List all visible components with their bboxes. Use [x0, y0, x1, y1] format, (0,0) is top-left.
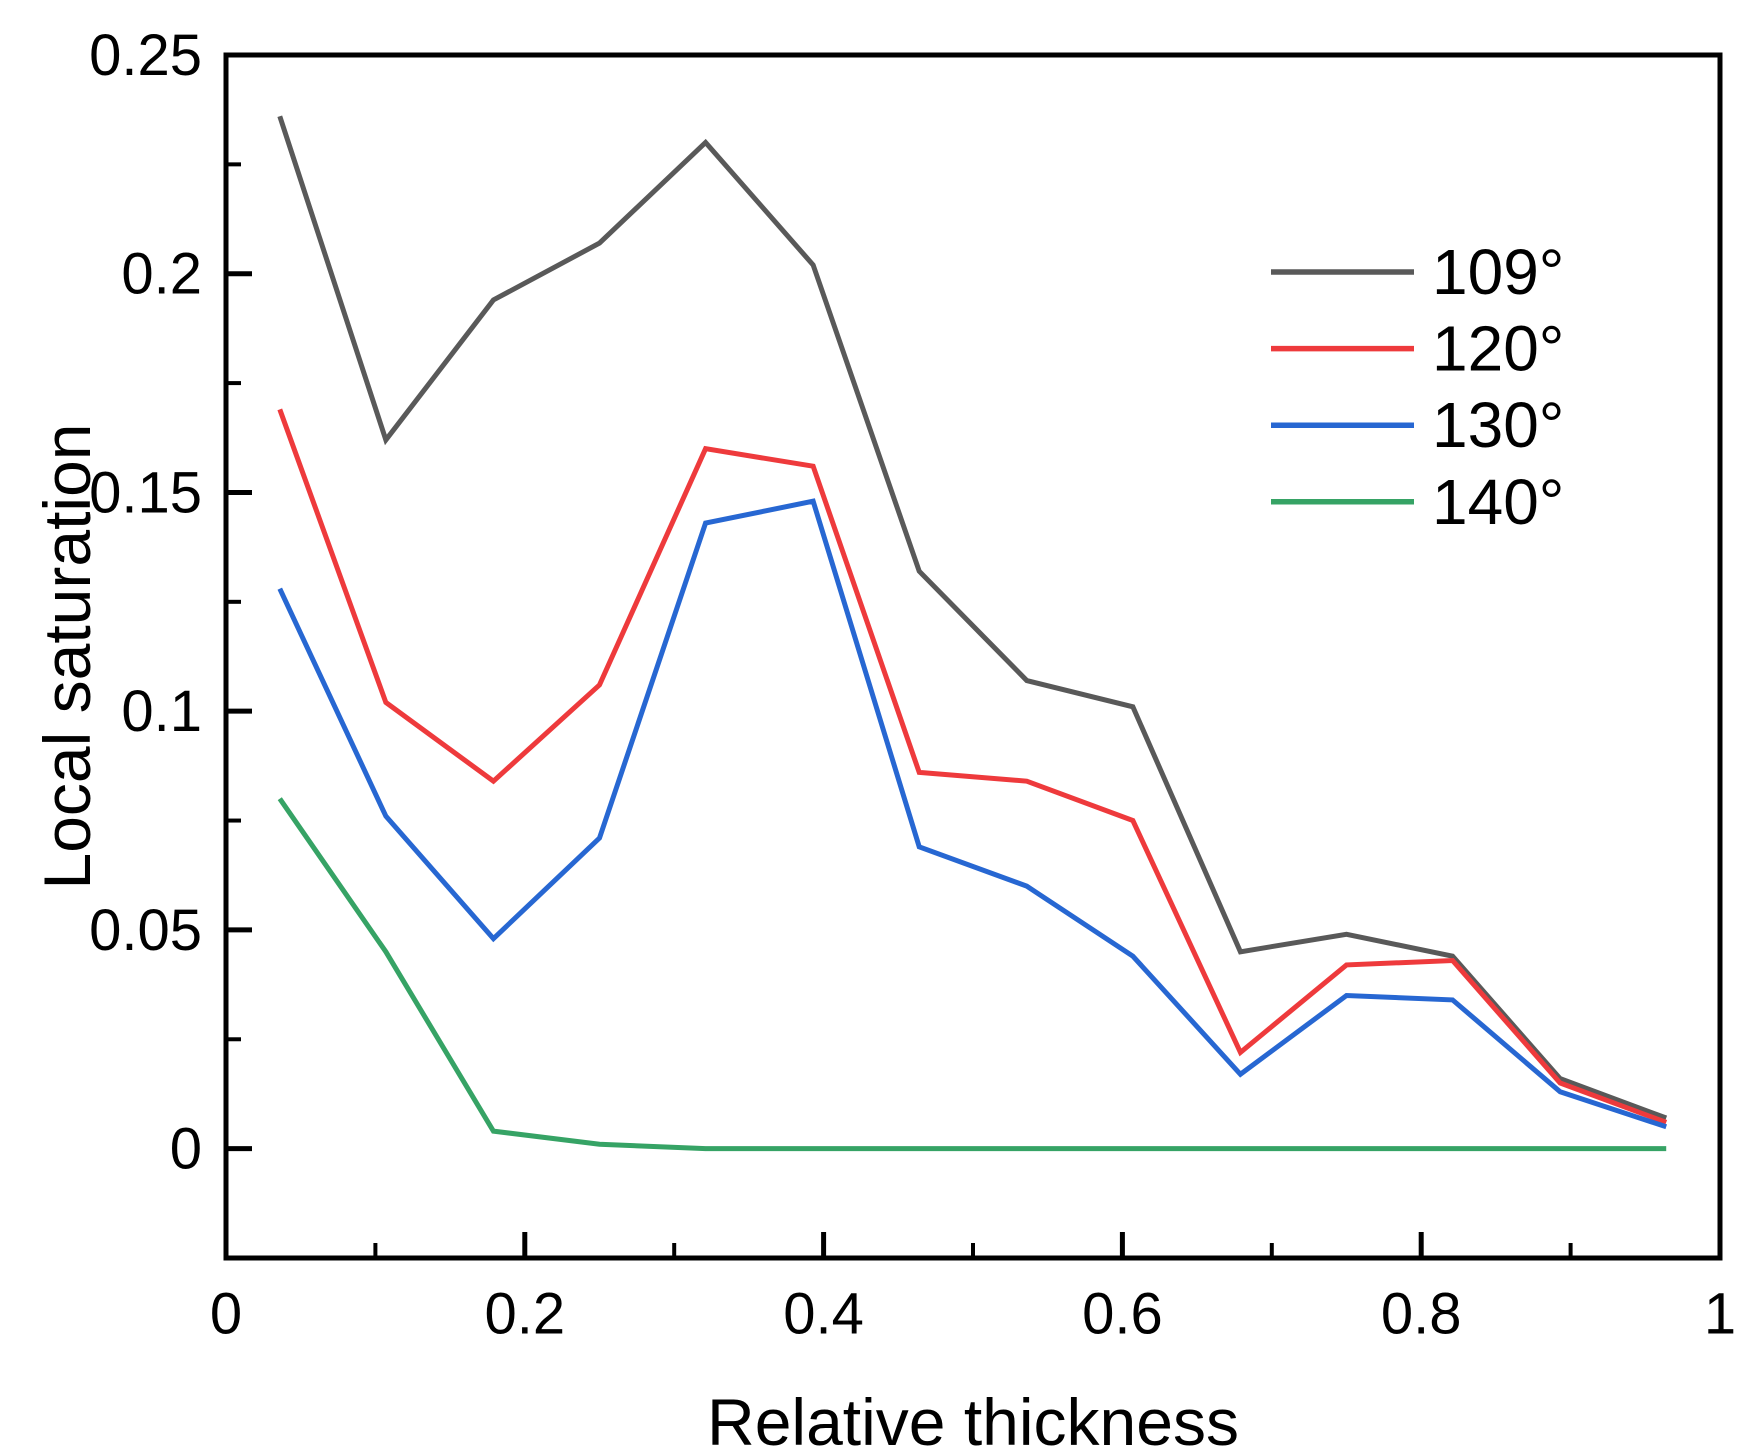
x-tick-label: 0.4 [783, 1282, 864, 1347]
y-tick-label: 0.25 [89, 23, 202, 88]
y-tick-label: 0.2 [121, 242, 202, 307]
legend-label-130deg: 130° [1432, 389, 1564, 461]
legend-label-140deg: 140° [1432, 466, 1564, 538]
x-axis-title: Relative thickness [707, 1385, 1239, 1451]
x-tick-label: 0.6 [1082, 1282, 1163, 1347]
x-tick-label: 0 [210, 1282, 242, 1347]
x-tick-label: 0.2 [484, 1282, 565, 1347]
x-tick-label: 0.8 [1381, 1282, 1462, 1347]
series-line-109deg [277, 115, 1668, 1121]
legend-label-120deg: 120° [1432, 313, 1564, 385]
x-tick-label: 1 [1704, 1282, 1736, 1347]
series-line-120deg [277, 408, 1668, 1125]
series-line-130deg [277, 498, 1667, 1130]
y-tick-label: 0.1 [121, 679, 202, 744]
y-tick-label: 0 [170, 1117, 202, 1182]
y-tick-label: 0.15 [89, 460, 202, 525]
y-axis-title: Local saturation [30, 424, 104, 890]
legend-label-109deg: 109° [1432, 236, 1564, 308]
y-tick-label: 0.05 [89, 898, 202, 963]
series-line-140deg [277, 797, 1667, 1152]
plot-frame [223, 52, 1723, 1261]
